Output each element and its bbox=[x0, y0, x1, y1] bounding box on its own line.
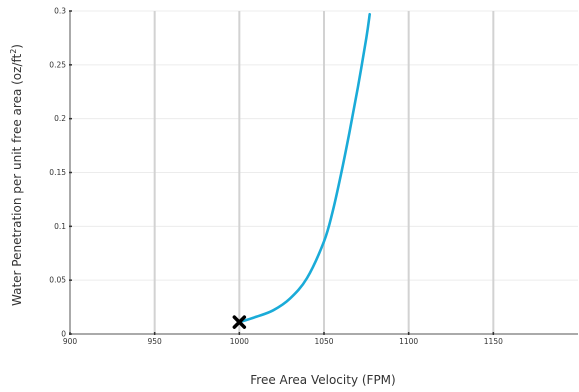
x-marker-stroke bbox=[232, 315, 247, 329]
markers bbox=[232, 315, 247, 329]
y-axis-label-main: Water Penetration per unit free area (oz… bbox=[10, 54, 24, 307]
x-tick-label: 900 bbox=[63, 337, 78, 346]
y-tick-label: 0.05 bbox=[49, 276, 66, 285]
x-tick-label: 1150 bbox=[484, 337, 503, 346]
x-axis-label: Free Area Velocity (FPM) bbox=[250, 373, 395, 387]
y-tick-label: 0.15 bbox=[49, 168, 66, 177]
y-tick-label: 0.25 bbox=[49, 60, 66, 69]
x-tick-label: 1050 bbox=[314, 337, 333, 346]
x-tick-label: 950 bbox=[148, 337, 163, 346]
y-tick-label: 0 bbox=[61, 330, 66, 339]
series bbox=[238, 12, 372, 324]
grid bbox=[70, 10, 578, 334]
y-tick-label: 0.2 bbox=[54, 114, 66, 123]
y-axis-label: Water Penetration per unit free area (oz… bbox=[9, 44, 24, 306]
x-tick-label: 1100 bbox=[399, 337, 418, 346]
ticks: 0 0.05 0.1 0.15 0.2 0.25 0.3 900 950 1000 1050 1100… bbox=[49, 7, 503, 347]
x-tick-label: 1000 bbox=[230, 337, 249, 346]
series-line bbox=[238, 12, 372, 324]
y-axis-label-superscript: 2 bbox=[9, 49, 18, 54]
x-marker bbox=[232, 315, 247, 329]
y-tick-label: 0.1 bbox=[54, 222, 66, 231]
y-tick-label: 0.3 bbox=[54, 7, 66, 16]
y-axis-label-suffix: ) bbox=[10, 44, 24, 49]
